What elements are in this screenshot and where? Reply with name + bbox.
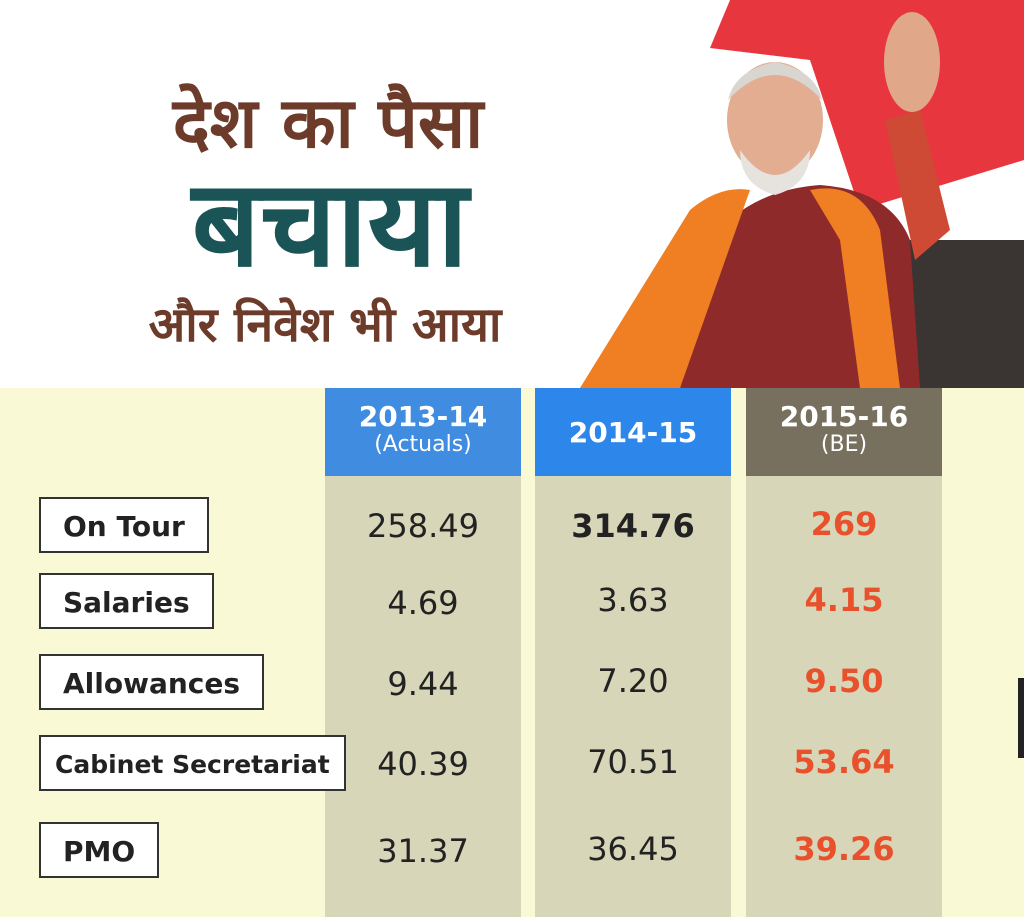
- column-note: (Actuals): [374, 432, 472, 457]
- row-label-pmo: PMO: [39, 822, 160, 878]
- column-year: 2013-14: [358, 400, 488, 433]
- table-cell: 3.63: [597, 581, 669, 619]
- table-cell: 36.45: [587, 830, 679, 868]
- table-cell: 269: [810, 505, 878, 543]
- column-header-2014-15: 2014-15: [535, 388, 731, 476]
- banner: देश का पैसा बचाया और निवेश भी आया: [0, 0, 1024, 388]
- table-cell: 9.44: [387, 665, 459, 703]
- table-cell: 314.76: [571, 507, 695, 545]
- row-label-on-tour: On Tour: [39, 497, 209, 553]
- column-note: (BE): [820, 432, 868, 457]
- column-2013-14: 2013-14 (Actuals) 258.49 4.69 9.44 40.39…: [325, 388, 521, 917]
- row-label-cabinet-secretariat: Cabinet Secretariat: [39, 735, 346, 791]
- row-label-salaries: Salaries: [39, 573, 214, 629]
- edge-divider: [1018, 678, 1024, 758]
- table-cell: 7.20: [597, 662, 669, 700]
- column-header-2015-16: 2015-16 (BE): [746, 388, 942, 476]
- column-2014-15: 2014-15 314.76 3.63 7.20 70.51 36.45: [535, 388, 731, 917]
- row-label-allowances: Allowances: [39, 654, 265, 710]
- table-cell: 258.49: [367, 507, 479, 545]
- expense-table: 2013-14 (Actuals) 258.49 4.69 9.44 40.39…: [0, 388, 1024, 917]
- column-2015-16: 2015-16 (BE) 269 4.15 9.50 53.64 39.26: [746, 388, 942, 917]
- table-cell: 40.39: [377, 745, 469, 783]
- table-cell: 4.69: [387, 584, 459, 622]
- table-cell: 9.50: [804, 662, 884, 700]
- table-cell: 31.37: [377, 832, 469, 870]
- column-header-2013-14: 2013-14 (Actuals): [325, 388, 521, 476]
- table-cell: 4.15: [804, 581, 884, 619]
- headline-line-1: देश का पैसा: [172, 82, 484, 164]
- waving-leader-photo: [580, 0, 1024, 388]
- headline-line-2: बचाया: [191, 155, 469, 294]
- column-year: 2014-15: [568, 416, 698, 449]
- table-cell: 39.26: [793, 830, 895, 868]
- headline-line-3: और निवेश भी आया: [148, 297, 502, 353]
- table-cell: 70.51: [587, 743, 679, 781]
- table-cell: 53.64: [793, 743, 895, 781]
- column-year: 2015-16: [779, 400, 909, 433]
